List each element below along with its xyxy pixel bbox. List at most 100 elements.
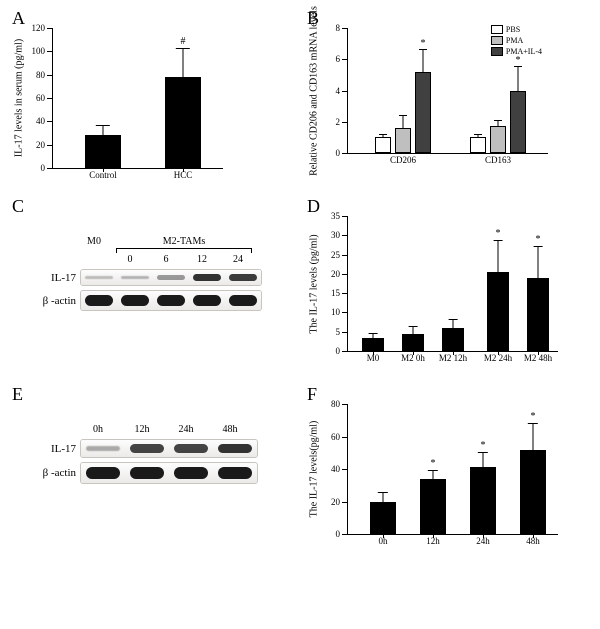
y-tick (342, 469, 348, 470)
bar (415, 72, 431, 153)
row-label: IL-17 (30, 272, 80, 284)
y-tick-label: 40 (36, 116, 45, 126)
lane (81, 440, 125, 457)
band (157, 295, 185, 306)
y-tick-label: 35 (331, 211, 340, 221)
y-tick (342, 437, 348, 438)
legend-label: PMA+IL-4 (506, 46, 542, 57)
lanes (80, 290, 262, 311)
legend-item: PMA (491, 35, 542, 46)
lane (153, 270, 189, 285)
lane-labels: M0M2-TAMs061224 (76, 236, 295, 265)
x-tick (533, 534, 534, 538)
lane-label: 48h (208, 424, 252, 435)
bar (395, 128, 411, 153)
significance-mark: * (516, 55, 521, 66)
panel-A: AIL-17 levels in serum (pg/ml)0204060801… (10, 10, 295, 180)
panel-label: F (307, 384, 317, 405)
bar (470, 137, 486, 153)
panel-C: CM0M2-TAMs061224IL-17β -actin (10, 198, 295, 368)
y-tick (342, 534, 348, 535)
x-tick (103, 168, 104, 172)
lane-label: 0 (112, 254, 148, 265)
lane (125, 463, 169, 483)
y-tick (342, 312, 348, 313)
group-title: M2-TAMs (112, 236, 256, 247)
y-tick (342, 153, 348, 154)
y-tick-label: 4 (336, 86, 341, 96)
y-tick (47, 51, 53, 52)
x-tick (498, 351, 499, 355)
lane (213, 440, 257, 457)
y-tick-label: 120 (32, 23, 46, 33)
y-tick (342, 28, 348, 29)
lane-labels: 0h12h24h48h (76, 424, 295, 435)
lanes (80, 439, 258, 458)
y-tick-label: 100 (32, 46, 46, 56)
lane (189, 270, 225, 285)
x-tick (183, 168, 184, 172)
panel-F: FThe IL-17 levels(pg/ml)0204060800h*12h*… (305, 386, 590, 556)
y-tick-label: 0 (336, 529, 341, 539)
bar (85, 135, 121, 168)
y-tick (47, 98, 53, 99)
y-tick-label: 8 (336, 23, 341, 33)
panel-B: BRelative CD206 and CD163 mRNA levels024… (305, 10, 590, 180)
lane-label: 0h (76, 424, 120, 435)
band (218, 444, 252, 453)
band (130, 467, 164, 479)
x-tick (383, 534, 384, 538)
lane-label: 12h (120, 424, 164, 435)
panel-label: A (12, 8, 25, 29)
y-tick-label: 80 (36, 70, 45, 80)
panel-E: E0h12h24h48hIL-17β -actin (10, 386, 295, 556)
lane (169, 440, 213, 457)
band (130, 444, 164, 452)
y-tick-label: 40 (331, 464, 340, 474)
y-tick-label: 20 (36, 140, 45, 150)
lane-label: 6 (148, 254, 184, 265)
y-tick-label: 0 (41, 163, 46, 173)
x-tick (483, 534, 484, 538)
band (121, 276, 149, 280)
x-tick-label: CD206 (390, 155, 416, 165)
lane (117, 291, 153, 310)
legend-label: PBS (506, 24, 520, 35)
y-tick (47, 28, 53, 29)
legend-label: PMA (506, 35, 523, 46)
bar (375, 137, 391, 153)
legend-swatch (491, 25, 503, 34)
bar (165, 77, 201, 168)
bar (470, 467, 496, 534)
western-blot: M0M2-TAMs061224IL-17β -actin (30, 236, 295, 311)
row-label: IL-17 (30, 443, 80, 455)
y-tick-label: 25 (331, 250, 340, 260)
lane-sublabels: 061224 (112, 254, 256, 265)
lane (81, 270, 117, 285)
lane (169, 463, 213, 483)
band (193, 295, 221, 306)
significance-mark: * (481, 440, 486, 451)
y-tick-label: 80 (331, 399, 340, 409)
y-tick (342, 122, 348, 123)
lane-label: 24h (164, 424, 208, 435)
blot-row: IL-17 (30, 439, 295, 458)
row-label: β -actin (30, 295, 80, 307)
row-label: β -actin (30, 467, 80, 479)
y-tick-label: 15 (331, 288, 340, 298)
lanes (80, 462, 258, 484)
y-tick-label: 30 (331, 230, 340, 240)
band (174, 444, 208, 452)
y-tick-label: 60 (36, 93, 45, 103)
significance-mark: * (531, 411, 536, 422)
band (85, 276, 113, 279)
y-tick (342, 351, 348, 352)
y-tick (47, 145, 53, 146)
y-tick-label: 20 (331, 269, 340, 279)
band (121, 295, 149, 306)
x-tick (453, 351, 454, 355)
significance-mark: * (431, 458, 436, 469)
lane (81, 463, 125, 483)
band (157, 275, 185, 279)
y-axis-label: The IL-17 levels(pg/ml) (309, 421, 320, 518)
